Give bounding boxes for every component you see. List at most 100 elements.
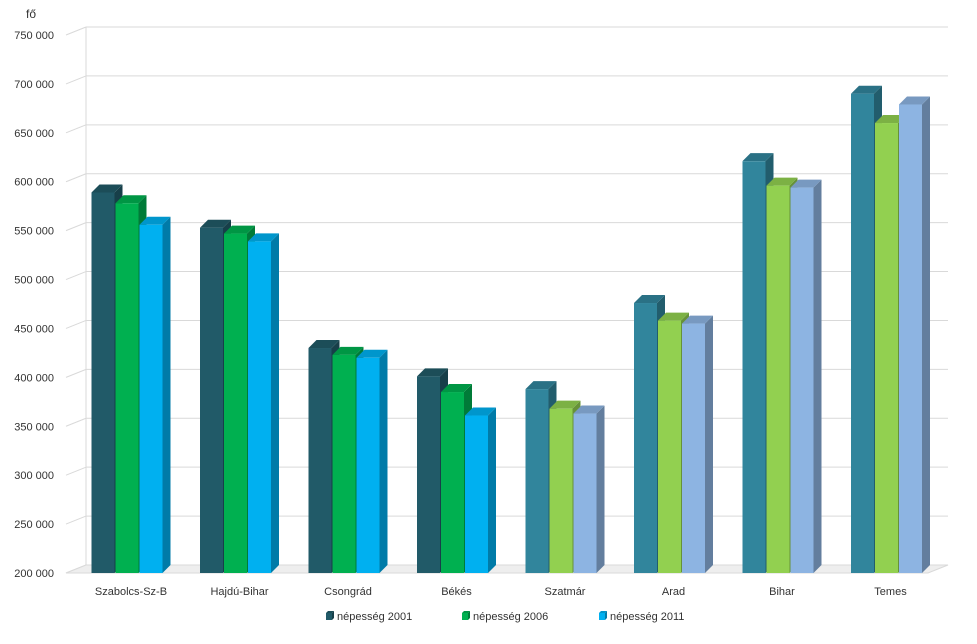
bar-front xyxy=(332,354,356,573)
bar-front xyxy=(91,192,115,573)
bar-top xyxy=(899,96,930,105)
bar-front xyxy=(573,413,597,573)
grid-line-side xyxy=(65,515,87,525)
bar-top xyxy=(573,405,605,414)
bar-front xyxy=(417,376,440,573)
bar xyxy=(465,407,496,573)
bar xyxy=(139,216,171,573)
bar-top xyxy=(115,195,147,204)
bar-front xyxy=(139,224,163,573)
bar-top xyxy=(742,153,774,162)
y-tick-label: 250 000 xyxy=(14,519,54,531)
bar-front xyxy=(224,233,247,573)
bar-front xyxy=(525,389,549,573)
bar-front xyxy=(356,357,380,573)
legend-item: népesség 2011 xyxy=(599,611,684,623)
bar-side xyxy=(922,96,930,573)
y-tick-label: 300 000 xyxy=(14,470,54,482)
x-category-label: Temes xyxy=(874,586,907,598)
grid-line-side xyxy=(65,368,87,378)
bar-top xyxy=(224,225,255,234)
bar-front xyxy=(200,227,223,573)
x-category-label: Hajdú-Bihar xyxy=(210,586,268,598)
y-tick-label: 400 000 xyxy=(14,372,54,384)
bar xyxy=(682,315,713,573)
bar-top xyxy=(875,115,906,124)
bar-top xyxy=(465,407,496,416)
bar-top xyxy=(91,184,123,193)
grid-line-side xyxy=(65,75,87,85)
grid-line-side xyxy=(65,26,87,36)
legend-label: népesség 2011 xyxy=(610,611,684,623)
bar-top xyxy=(332,346,364,355)
legend-swatch-top xyxy=(599,611,607,613)
legend-swatch xyxy=(599,613,605,620)
bar-top xyxy=(417,368,448,377)
y-tick-label: 650 000 xyxy=(14,128,54,140)
bar-front xyxy=(851,93,874,573)
bar-front xyxy=(465,415,488,573)
legend-label: népesség 2001 xyxy=(337,611,412,623)
legend-swatch xyxy=(326,613,332,620)
bar-top xyxy=(248,233,279,242)
grid-line-side xyxy=(65,319,87,329)
legend-swatch-top xyxy=(462,611,470,613)
legend-item: népesség 2006 xyxy=(462,611,548,623)
bars xyxy=(91,85,930,574)
bar-front xyxy=(742,161,766,573)
y-tick-label: 550 000 xyxy=(14,226,54,238)
y-tick-label: 750 000 xyxy=(14,30,54,42)
bar-front xyxy=(766,185,790,573)
bar-top xyxy=(682,315,713,324)
bar-front xyxy=(549,408,573,573)
bar xyxy=(356,349,388,573)
legend-label: népesség 2006 xyxy=(473,611,548,623)
bar-top xyxy=(441,384,472,393)
bar xyxy=(790,179,822,573)
y-tick-label: 450 000 xyxy=(14,323,54,335)
x-category-label: Szabolcs-Sz-B xyxy=(95,586,167,598)
x-category-label: Csongrád xyxy=(324,586,372,598)
bar-top xyxy=(525,381,557,390)
bar-side xyxy=(271,233,279,573)
legend-swatch xyxy=(462,613,468,620)
bar-side xyxy=(162,216,171,573)
x-axis-categories: Szabolcs-Sz-B Hajdú-Bihar Csongrád Békés Sza… xyxy=(95,586,907,598)
bar-top xyxy=(790,179,822,188)
grid-line-side xyxy=(65,417,87,427)
bar-top xyxy=(356,349,388,358)
x-category-label: Békés xyxy=(441,586,472,598)
bar-top xyxy=(200,219,231,228)
bar xyxy=(573,405,605,573)
bar-top xyxy=(851,85,882,94)
legend: népesség 2001 népesség 2006 népesség 2011 xyxy=(326,611,684,623)
bar-side xyxy=(488,407,496,573)
legend-item: népesség 2001 xyxy=(326,611,412,623)
y-tick-label: 200 000 xyxy=(14,568,54,580)
bar-front xyxy=(115,203,139,574)
y-tick-label: 700 000 xyxy=(14,79,54,91)
x-category-label: Arad xyxy=(662,586,685,598)
y-axis-ticks: 200 000 250 000 300 000 350 000 400 000 450 0… xyxy=(14,30,54,580)
bar-side xyxy=(705,315,713,573)
x-category-label: Szatmár xyxy=(545,586,586,598)
legend-swatch-top xyxy=(326,611,334,613)
bar xyxy=(248,233,279,573)
bar-top xyxy=(658,312,689,321)
bar-top xyxy=(549,400,581,409)
bar-front xyxy=(441,392,464,573)
bar-side xyxy=(379,349,388,573)
bar-front xyxy=(790,187,814,573)
bar-front xyxy=(682,323,705,573)
y-tick-label: 600 000 xyxy=(14,177,54,189)
y-axis-unit-label: fő xyxy=(26,7,36,21)
x-category-label: Bihar xyxy=(769,586,795,598)
legend-swatch-side xyxy=(605,611,607,620)
bar-front xyxy=(899,104,922,573)
bar-top xyxy=(308,340,340,349)
bar-top xyxy=(634,295,665,304)
bar-front xyxy=(634,303,657,573)
bar-top xyxy=(766,177,798,186)
